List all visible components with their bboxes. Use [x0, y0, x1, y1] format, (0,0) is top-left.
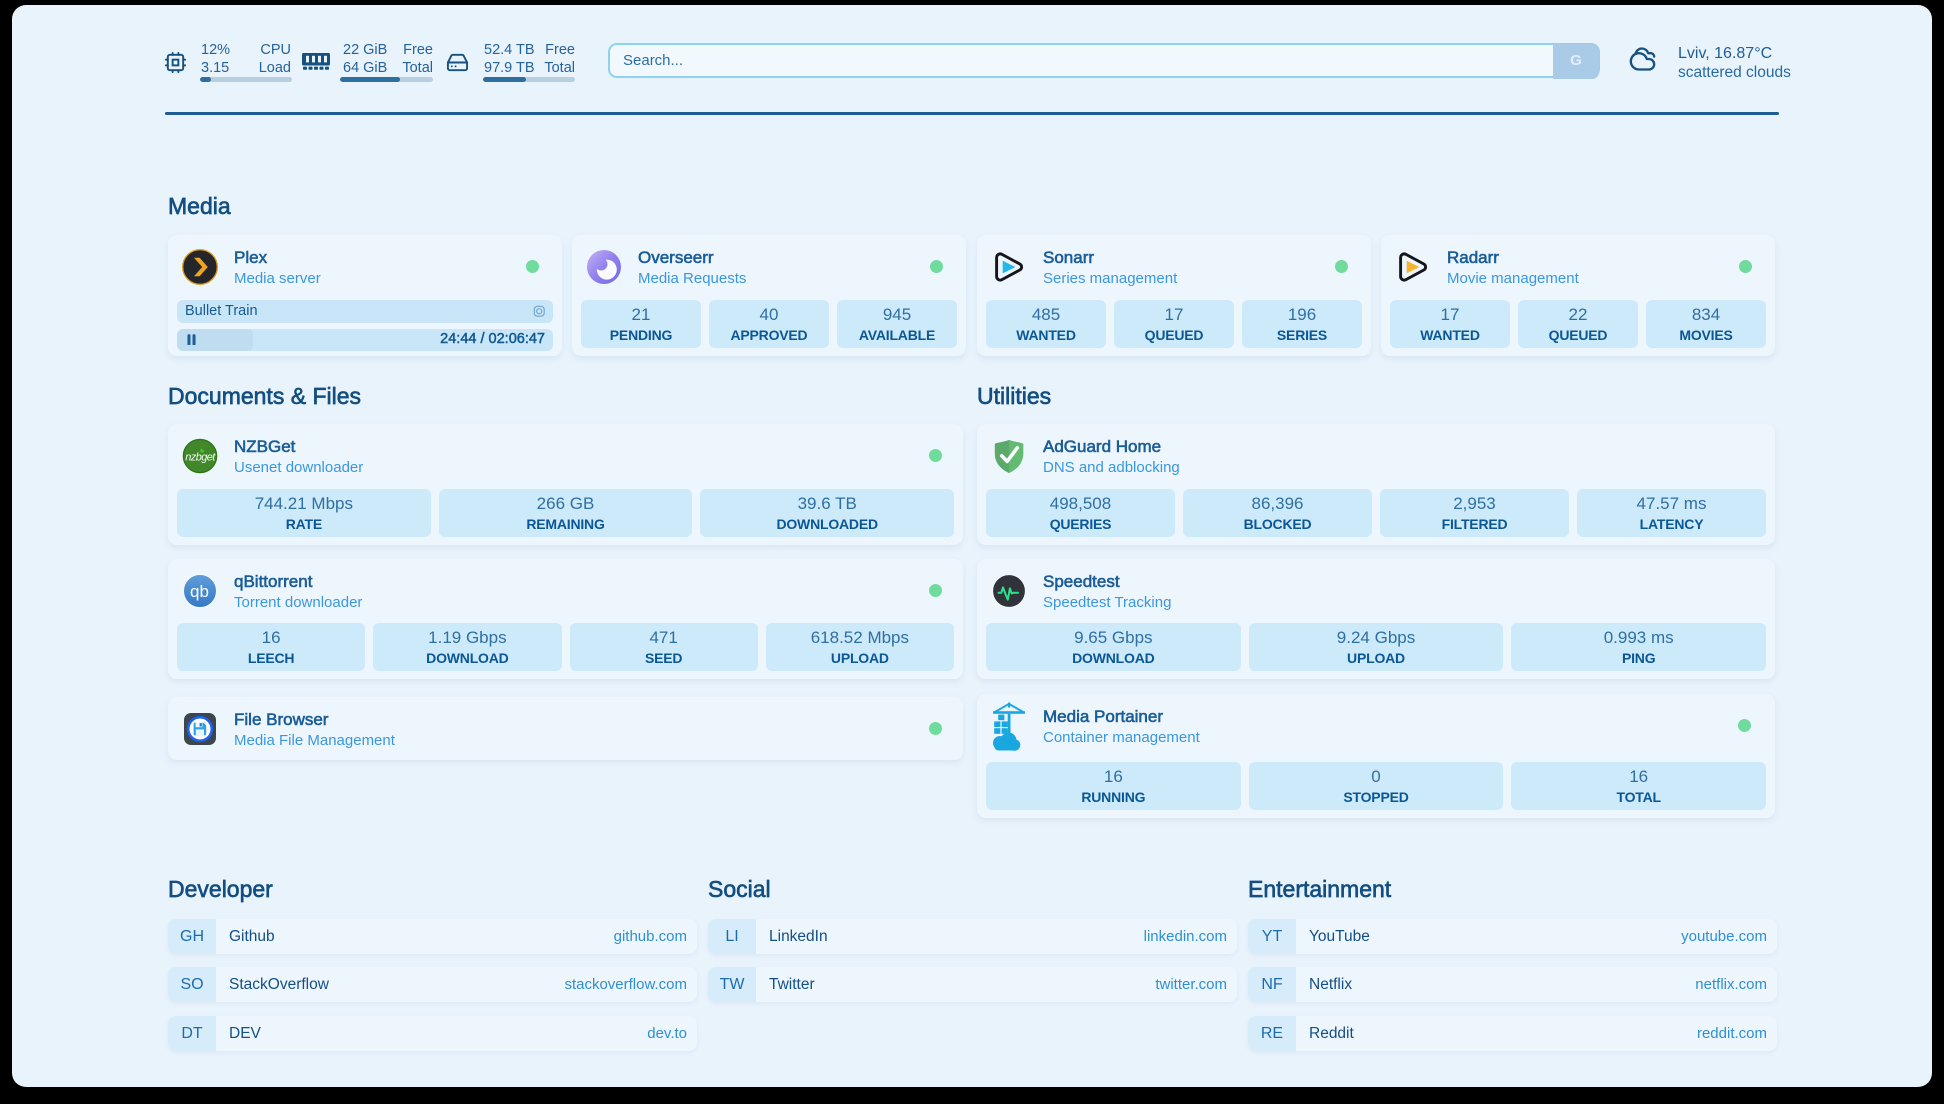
svg-text:nzbget: nzbget [185, 452, 216, 464]
svg-text:qb: qb [190, 582, 209, 601]
